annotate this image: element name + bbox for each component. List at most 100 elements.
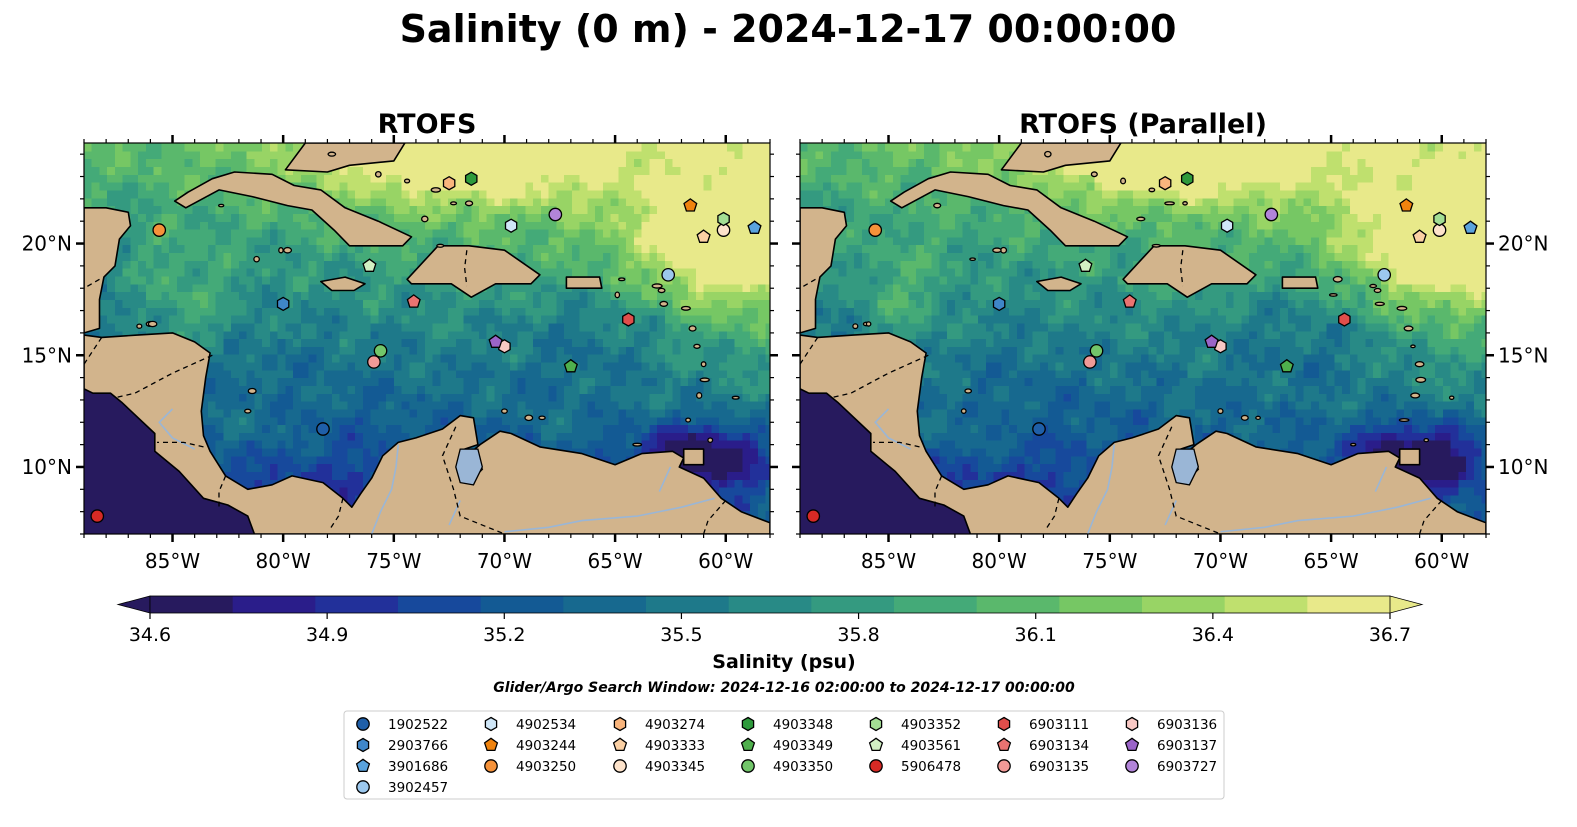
- x-tick-label: 70°W: [477, 549, 532, 573]
- observation-1902522: [316, 422, 330, 436]
- country-border: [1179, 250, 1184, 287]
- observation-6903135: [367, 355, 381, 369]
- figure-title: Salinity (0 m) - 2024-12-17 00:00:00: [400, 7, 1177, 51]
- small-island: [374, 170, 382, 178]
- small-island: [538, 415, 546, 421]
- country-border: [702, 500, 727, 534]
- small-island: [688, 325, 697, 332]
- observation-6903727: [1264, 207, 1279, 222]
- bahamas-land: [284, 143, 406, 173]
- colorbar-segment: [398, 596, 482, 613]
- lake-maracaibo: [455, 448, 484, 486]
- colorbar-segment: [563, 596, 647, 613]
- small-island: [1151, 243, 1161, 248]
- small-island: [1374, 301, 1385, 307]
- bahamas-land: [1000, 143, 1122, 173]
- map-body: [800, 143, 1486, 534]
- country-border: [329, 498, 344, 530]
- small-island: [659, 300, 669, 307]
- colorbar-tick-label: 34.6: [129, 624, 171, 646]
- legend-marker: [1125, 716, 1139, 732]
- legend-label: 4903244: [516, 738, 576, 754]
- small-island: [449, 201, 458, 206]
- observation-4903348: [1180, 171, 1194, 187]
- map-frame: [83, 142, 771, 535]
- country-border: [830, 354, 929, 399]
- legend-marker: [356, 737, 370, 753]
- small-island: [430, 187, 442, 193]
- y-tick-label: 15°N: [1498, 343, 1548, 367]
- x-tick-label: 60°W: [698, 549, 753, 573]
- observation-6903727: [548, 207, 563, 222]
- country-border: [84, 278, 100, 289]
- observation-4903244: [1399, 198, 1414, 212]
- small-island: [1415, 376, 1427, 383]
- small-island: [1328, 293, 1338, 297]
- puerto-rico-land: [565, 276, 603, 290]
- observation-6903111: [1338, 312, 1351, 327]
- small-island: [136, 323, 143, 329]
- colorbar-segment: [1307, 596, 1391, 613]
- small-island: [1403, 325, 1414, 332]
- observation-1902522: [1032, 422, 1046, 436]
- small-island: [247, 387, 257, 395]
- panel-title: RTOFS (Parallel): [1019, 109, 1267, 140]
- small-island: [1410, 392, 1421, 399]
- observation-4903348: [464, 171, 478, 187]
- yucatan-land: [800, 207, 848, 334]
- y-tick-label: 15°N: [22, 343, 72, 367]
- legend-marker: [741, 716, 755, 732]
- legend-marker: [997, 716, 1011, 732]
- small-island: [278, 247, 284, 254]
- small-island: [1423, 437, 1430, 443]
- colorbar-tick-label: 36.4: [1192, 624, 1234, 646]
- trinidad-land: [682, 448, 705, 466]
- small-island: [1164, 201, 1175, 206]
- small-island: [243, 408, 252, 414]
- observation-4903561: [1078, 258, 1093, 272]
- colorbar-tick-label: 36.1: [1015, 624, 1057, 646]
- legend-marker: [355, 758, 371, 773]
- small-island: [707, 437, 714, 444]
- colorbar-frame: [149, 595, 1391, 614]
- observation-6903135: [1083, 355, 1097, 369]
- observation-4902534: [1220, 218, 1234, 233]
- x-tick-label: 65°W: [1303, 549, 1358, 573]
- small-island: [283, 246, 293, 254]
- small-island: [1044, 150, 1052, 158]
- country-border: [934, 475, 943, 508]
- colorbar-tick-label: 35.2: [483, 624, 525, 646]
- small-island: [696, 392, 703, 399]
- observation-4903349: [563, 358, 578, 373]
- colorbar-label: Salinity (psu): [712, 651, 855, 673]
- legend-label: 4902534: [516, 717, 576, 733]
- search-window-caption: Glider/Argo Search Window: 2024-12-16 02…: [493, 680, 1075, 696]
- colorbar-extend-min: [116, 595, 151, 614]
- lake-maracaibo: [1171, 448, 1200, 486]
- observation-6903137: [488, 334, 503, 348]
- river: [1086, 444, 1116, 534]
- small-island: [865, 321, 872, 327]
- observation-6903134: [1122, 294, 1137, 308]
- colorbar-segment: [1224, 596, 1308, 613]
- river: [370, 444, 400, 534]
- river: [874, 408, 912, 450]
- small-island: [1136, 216, 1146, 222]
- small-island: [731, 395, 740, 400]
- legend-marker: [484, 716, 498, 732]
- colorbar-segment: [232, 596, 316, 613]
- pacific-ocean: [84, 388, 255, 534]
- observation-3901686: [1463, 220, 1478, 234]
- x-tick-label: 65°W: [587, 549, 642, 573]
- colorbar-segment: [976, 596, 1060, 613]
- legend-marker: [869, 759, 883, 773]
- legend-label: 6903727: [1157, 759, 1217, 775]
- legend-marker: [868, 737, 884, 752]
- country-border: [1045, 498, 1060, 530]
- legend-marker: [1124, 737, 1140, 752]
- small-island: [1414, 361, 1425, 368]
- small-island: [614, 291, 621, 299]
- small-island: [632, 442, 643, 447]
- legend-marker: [613, 759, 627, 773]
